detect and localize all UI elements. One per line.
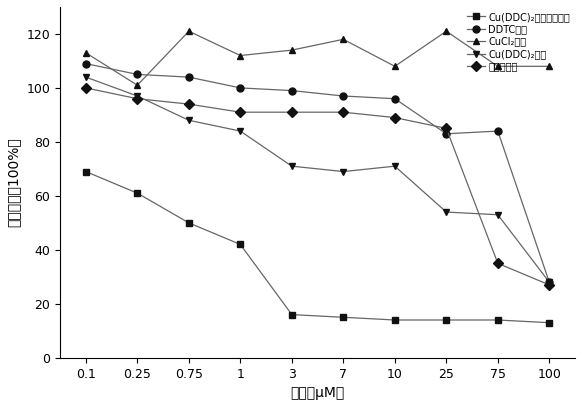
Cu(DDC)₂溶液	[391, 164, 398, 168]
Cu(DDC)₂溶液	[340, 169, 347, 174]
DDTC溶液	[288, 88, 295, 93]
Cu(DDC)₂溶液	[494, 212, 501, 217]
Cu(DDC)₂纳米核脂质体	[288, 312, 295, 317]
Line: 双硫仓溶液: 双硫仓溶液	[83, 84, 553, 289]
DDTC溶液	[83, 61, 90, 66]
Cu(DDC)₂溶液	[443, 210, 450, 214]
双硫仓溶液	[340, 110, 347, 115]
Cu(DDC)₂溶液	[288, 164, 295, 168]
DDTC溶液	[391, 96, 398, 101]
Cu(DDC)₂溶液	[546, 280, 553, 284]
CuCl₂溶液	[494, 64, 501, 69]
双硫仓溶液	[546, 282, 553, 287]
CuCl₂溶液	[288, 48, 295, 53]
双硫仓溶液	[391, 115, 398, 120]
Line: Cu(DDC)₂纳米核脂质体: Cu(DDC)₂纳米核脂质体	[83, 168, 553, 326]
DDTC溶液	[134, 72, 141, 77]
Cu(DDC)₂溶液	[237, 129, 244, 133]
CuCl₂溶液	[134, 83, 141, 88]
Cu(DDC)₂纳米核脂质体	[237, 242, 244, 247]
Line: CuCl₂溶液: CuCl₂溶液	[83, 28, 553, 89]
DDTC溶液	[494, 129, 501, 133]
Cu(DDC)₂溶液	[134, 94, 141, 98]
Line: Cu(DDC)₂溶液: Cu(DDC)₂溶液	[83, 74, 553, 286]
DDTC溶液	[340, 94, 347, 98]
CuCl₂溶液	[391, 64, 398, 69]
双硫仓溶液	[288, 110, 295, 115]
Cu(DDC)₂溶液	[83, 74, 90, 79]
Cu(DDC)₂纳米核脂质体	[494, 317, 501, 322]
CuCl₂溶液	[340, 37, 347, 42]
双硫仓溶液	[443, 126, 450, 131]
双硫仓溶液	[83, 85, 90, 90]
CuCl₂溶液	[443, 29, 450, 34]
双硫仓溶液	[185, 102, 192, 107]
Cu(DDC)₂纳米核脂质体	[83, 169, 90, 174]
双硫仓溶液	[134, 96, 141, 101]
Cu(DDC)₂溶液	[185, 118, 192, 123]
CuCl₂溶液	[546, 64, 553, 69]
DDTC溶液	[237, 85, 244, 90]
Cu(DDC)₂纳米核脂质体	[391, 317, 398, 322]
双硫仓溶液	[237, 110, 244, 115]
Legend: Cu(DDC)₂纳米核脂质体, DDTC溶液, CuCl₂溶液, Cu(DDC)₂溶液, 双硫仓溶液: Cu(DDC)₂纳米核脂质体, DDTC溶液, CuCl₂溶液, Cu(DDC)…	[463, 8, 574, 75]
CuCl₂溶液	[185, 29, 192, 34]
CuCl₂溶液	[83, 50, 90, 55]
X-axis label: 浓度（μM）: 浓度（μM）	[290, 386, 345, 400]
Cu(DDC)₂纳米核脂质体	[546, 320, 553, 325]
DDTC溶液	[443, 131, 450, 136]
CuCl₂溶液	[237, 53, 244, 58]
Line: DDTC溶液: DDTC溶液	[83, 60, 553, 286]
DDTC溶液	[546, 280, 553, 284]
DDTC溶液	[185, 74, 192, 79]
Cu(DDC)₂纳米核脂质体	[443, 317, 450, 322]
Cu(DDC)₂纳米核脂质体	[185, 221, 192, 225]
Y-axis label: 细胞活力（100%）: 细胞活力（100%）	[7, 138, 21, 227]
Cu(DDC)₂纳米核脂质体	[134, 191, 141, 196]
双硫仓溶液	[494, 261, 501, 266]
Cu(DDC)₂纳米核脂质体	[340, 315, 347, 320]
